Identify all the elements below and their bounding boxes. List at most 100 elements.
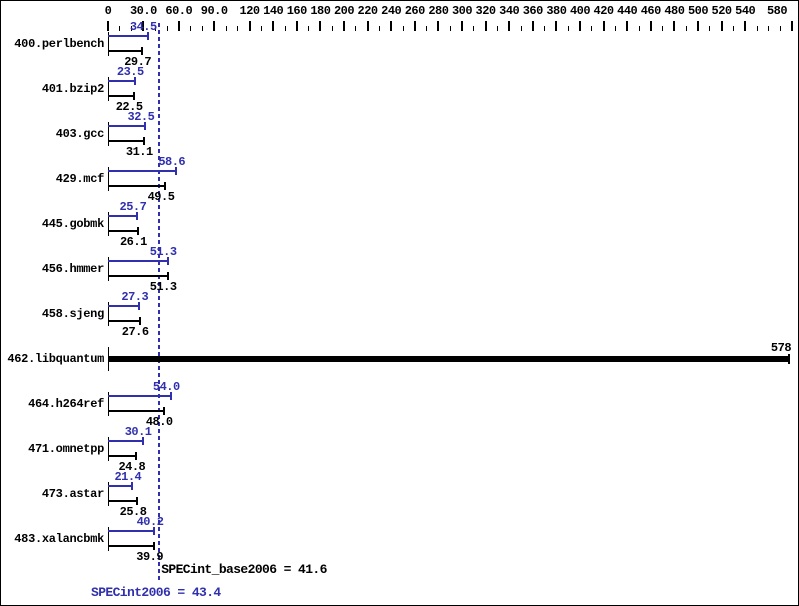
axis-minor-tick xyxy=(355,26,357,31)
axis-minor-tick xyxy=(154,26,156,31)
peak-bar xyxy=(108,305,141,307)
axis-major-tick xyxy=(697,21,699,31)
axis-minor-tick xyxy=(567,26,569,31)
base-value-label: 26.1 xyxy=(119,235,147,249)
base-bar-endcap xyxy=(136,227,139,235)
base-value-label: 25.8 xyxy=(119,505,147,519)
base-bar-endcap xyxy=(141,47,144,55)
base-bar-endcap xyxy=(166,272,169,280)
base-bar-endcap xyxy=(135,452,138,460)
axis-major-tick xyxy=(213,21,216,31)
bar-start-bracket xyxy=(108,527,109,551)
base-bar xyxy=(108,545,156,547)
axis-tick-label: 260 xyxy=(404,4,426,18)
benchmark-name: 429.mcf xyxy=(55,172,105,186)
peak-value-label: 51.3 xyxy=(149,245,177,259)
axis-minor-tick xyxy=(308,26,310,31)
benchmark-name: 473.astar xyxy=(41,487,104,501)
axis-tick-label: 380 xyxy=(546,4,567,18)
base-value-label: 51.3 xyxy=(149,280,177,294)
base-bar xyxy=(108,410,165,412)
axis-tick-label: 220 xyxy=(357,4,379,18)
axis-major-tick xyxy=(673,21,676,31)
axis-major-tick xyxy=(744,21,747,31)
axis-minor-tick xyxy=(662,26,664,31)
axis-minor-tick xyxy=(131,26,133,31)
base-bar-endcap xyxy=(142,137,145,145)
peak-bar xyxy=(108,530,156,532)
peak-bar xyxy=(108,260,169,262)
axis-major-tick xyxy=(484,21,487,31)
peak-bar-endcap xyxy=(138,302,141,310)
base-value-label: 22.5 xyxy=(115,100,143,114)
axis-minor-tick xyxy=(237,26,239,31)
base-bar xyxy=(108,50,144,52)
axis-minor-tick xyxy=(119,26,121,31)
axis-major-tick xyxy=(720,21,723,31)
base-bar-endcap xyxy=(162,407,165,415)
axis-minor-tick xyxy=(544,26,546,31)
bar-start-bracket xyxy=(108,77,109,101)
axis-minor-tick xyxy=(402,26,404,31)
peak-bar xyxy=(108,170,178,172)
benchmark-name: 458.sjeng xyxy=(41,307,104,321)
axis-major-tick xyxy=(791,21,794,31)
axis-major-tick xyxy=(142,21,145,31)
peak-value-label: 40.2 xyxy=(136,515,164,529)
peak-bar-endcap xyxy=(153,527,156,535)
axis-major-tick xyxy=(555,21,558,31)
axis-tick-label: 30.0 xyxy=(129,4,157,18)
base-bar-endcap xyxy=(138,317,141,325)
axis-tick-label: 120 xyxy=(239,4,261,18)
peak-value-label: 30.1 xyxy=(124,425,152,439)
bar-start-bracket xyxy=(108,302,109,326)
axis-tick-label: 160 xyxy=(286,4,308,18)
axis-tick-label: 320 xyxy=(475,4,497,18)
axis-minor-tick xyxy=(638,26,640,31)
benchmark-name: 445.gobmk xyxy=(41,217,104,231)
axis-minor-tick xyxy=(284,26,286,31)
bar-start-bracket xyxy=(108,167,109,191)
axis-minor-tick xyxy=(426,26,428,31)
base-bar xyxy=(108,95,135,97)
specint2006-summary: SPECint2006 = 43.4 xyxy=(91,585,221,600)
peak-bar-endcap xyxy=(133,77,136,85)
benchmark-name: 462.libquantum xyxy=(7,352,104,366)
peak-bar-endcap xyxy=(131,482,134,490)
base-value-label: 31.1 xyxy=(125,145,153,159)
axis-minor-tick xyxy=(378,26,380,31)
axis-major-tick xyxy=(461,21,463,31)
axis-tick-label: 280 xyxy=(428,4,449,18)
axis-tick-label: 90.0 xyxy=(200,4,228,18)
benchmark-name: 464.h264ref xyxy=(28,397,104,411)
base-bar xyxy=(108,140,145,142)
base-bar xyxy=(108,185,167,187)
axis-minor-tick xyxy=(685,26,687,31)
axis-tick-label: 460 xyxy=(640,4,662,18)
peak-bar-endcap xyxy=(146,32,149,40)
axis-tick-label: 140 xyxy=(263,4,284,18)
base-bar xyxy=(108,230,139,232)
base-bar xyxy=(108,275,169,277)
benchmark-name: 403.gcc xyxy=(55,127,105,141)
bar-start-bracket xyxy=(108,257,109,281)
peak-bar-endcap xyxy=(144,122,147,130)
peak-bar xyxy=(108,485,134,487)
axis-minor-tick xyxy=(225,26,227,31)
base-value-label: 29.7 xyxy=(124,55,152,69)
merged-bar-endcap xyxy=(788,354,791,364)
merged-bar xyxy=(108,356,791,362)
axis-minor-tick xyxy=(473,26,475,31)
axis-major-tick xyxy=(107,21,109,31)
base-value-label: 27.6 xyxy=(121,325,149,339)
peak-bar xyxy=(108,395,172,397)
bar-start-bracket xyxy=(108,212,109,236)
axis-minor-tick xyxy=(732,26,734,31)
axis-minor-tick xyxy=(780,26,782,31)
axis-minor-tick xyxy=(756,26,758,31)
axis-major-tick xyxy=(626,21,629,31)
axis-major-tick xyxy=(390,21,393,31)
axis-minor-tick xyxy=(331,26,333,31)
axis-tick-label: 440 xyxy=(617,4,638,18)
